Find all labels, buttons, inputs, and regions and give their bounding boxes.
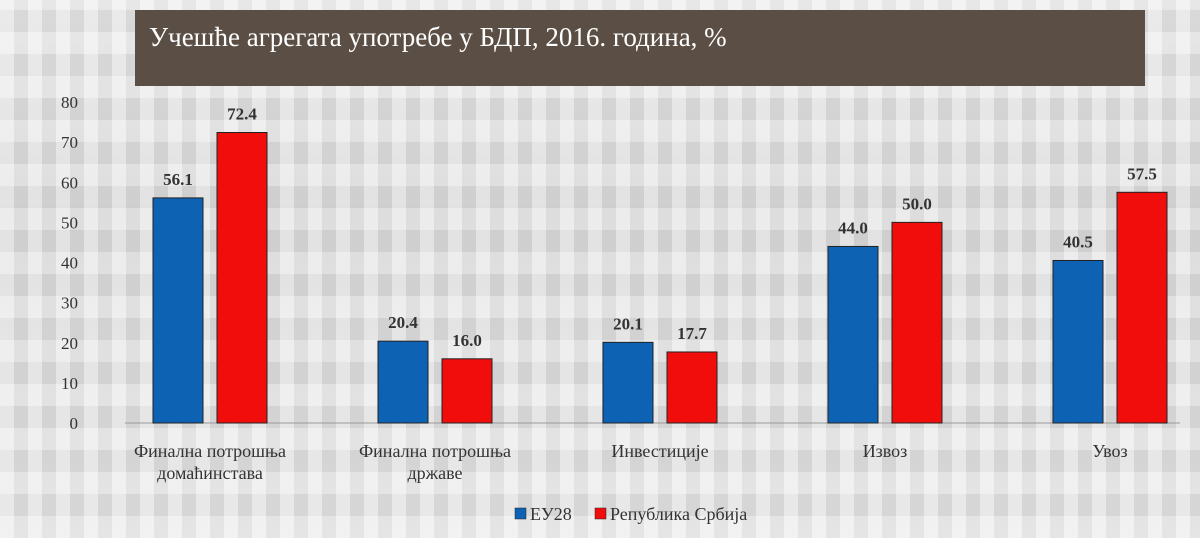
bar-serbia (891, 221, 943, 424)
category-label: Финална потрошња (134, 441, 286, 461)
legend-swatch (594, 507, 607, 520)
legend-swatch (514, 507, 527, 520)
bar-eu28 (827, 245, 879, 424)
category-label: Инвестиције (611, 441, 708, 461)
bar-eu28 (1052, 259, 1104, 424)
data-label: 40.5 (1063, 232, 1093, 251)
data-label: 20.1 (613, 314, 643, 333)
data-label: 44.0 (838, 218, 868, 237)
y-tick-label: 80 (61, 93, 78, 112)
y-tick-label: 60 (61, 173, 78, 192)
y-tick-label: 30 (61, 294, 78, 313)
category-label: Извоз (863, 441, 908, 461)
bar-serbia (441, 358, 493, 424)
category-label: државе (408, 463, 463, 483)
bar-eu28 (152, 197, 204, 424)
data-label: 72.4 (227, 104, 257, 123)
data-label: 17.7 (677, 324, 707, 343)
y-tick-label: 10 (61, 374, 78, 393)
bar-serbia (216, 131, 268, 424)
bar-serbia (666, 351, 718, 424)
legend-label: Република Србија (610, 504, 747, 524)
bar-serbia (1116, 191, 1168, 424)
bar-eu28 (377, 340, 429, 424)
data-label: 16.0 (452, 331, 482, 350)
y-tick-label: 40 (61, 254, 78, 273)
title-bar: Учешће агрегата употребе у БДП, 2016. го… (135, 10, 1145, 86)
y-tick-label: 0 (70, 414, 79, 433)
data-label: 57.5 (1127, 164, 1157, 183)
category-label: домаћинстава (157, 463, 263, 483)
data-label: 50.0 (902, 194, 932, 213)
chart-title: Учешће агрегата употребе у БДП, 2016. го… (149, 22, 727, 52)
category-label: Финална потрошња (359, 441, 511, 461)
y-tick-label: 50 (61, 213, 78, 232)
legend-label: ЕУ28 (530, 504, 572, 524)
data-label: 56.1 (163, 170, 193, 189)
bar-eu28 (602, 341, 654, 424)
y-tick-label: 20 (61, 334, 78, 353)
data-label: 20.4 (388, 313, 418, 332)
y-tick-label: 70 (61, 133, 78, 152)
category-label: Увоз (1092, 441, 1127, 461)
